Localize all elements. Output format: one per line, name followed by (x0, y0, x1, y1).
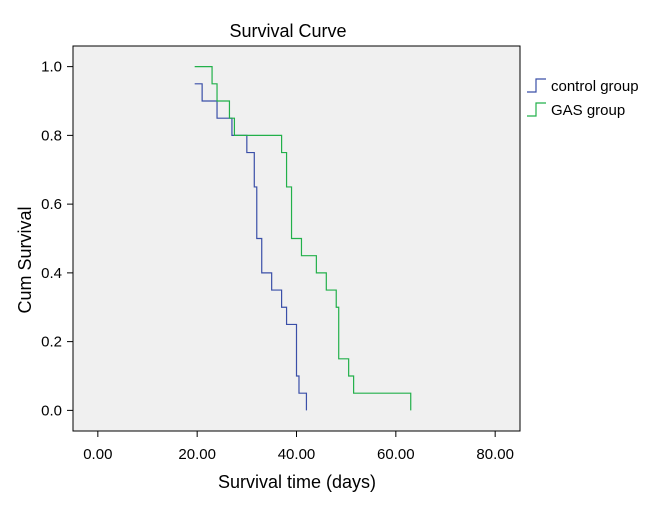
x-axis-title: Survival time (days) (218, 472, 376, 492)
y-tick-label: 0.4 (41, 265, 62, 282)
y-tick-label: 0.0 (41, 402, 62, 419)
x-tick-label: 0.00 (83, 446, 112, 463)
legend-item-0: control group (527, 78, 639, 95)
y-tick-label: 0.2 (41, 334, 62, 351)
legend-swatch (527, 102, 546, 117)
legend-item-1: GAS group (527, 102, 625, 119)
series-line-control-group (194, 83, 308, 411)
series-line-gas-group (194, 66, 412, 411)
y-axis-title: Cum Survival (15, 206, 35, 313)
x-tick-label: 60.00 (377, 446, 415, 463)
legend: control group GAS group (527, 78, 639, 119)
legend-label: control group (551, 78, 639, 95)
y-axis: 0.0 0.2 0.4 0.6 0.8 1.0 (41, 59, 73, 419)
legend-label: GAS group (551, 102, 625, 119)
y-tick-label: 0.8 (41, 127, 62, 144)
x-tick-label: 20.00 (178, 446, 216, 463)
y-tick-label: 0.6 (41, 196, 62, 213)
chart-title: Survival Curve (229, 21, 346, 41)
x-tick-label: 40.00 (278, 446, 316, 463)
series-layer (194, 66, 412, 411)
x-axis: 0.00 20.00 40.00 60.00 80.00 (83, 431, 514, 463)
legend-swatch (527, 78, 546, 93)
x-tick-label: 80.00 (476, 446, 514, 463)
y-tick-label: 1.0 (41, 59, 62, 76)
